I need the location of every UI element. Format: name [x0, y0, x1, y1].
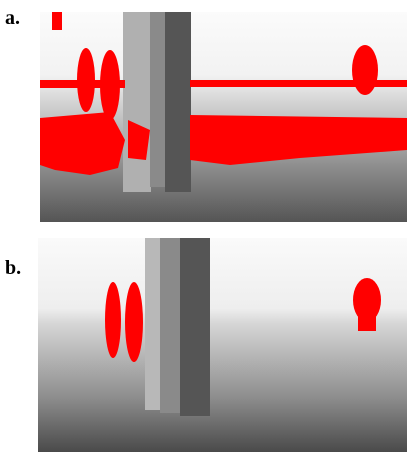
pillar — [165, 12, 191, 192]
pillar — [145, 238, 161, 410]
panel-label: b. — [5, 257, 21, 279]
panel-label: a. — [5, 7, 20, 29]
panel-b: b. — [5, 238, 407, 452]
pillar — [150, 12, 165, 187]
figure: a. b. — [0, 0, 407, 452]
depth-image — [38, 238, 407, 452]
pillar — [160, 238, 180, 413]
pillar — [123, 12, 151, 192]
pillar — [180, 238, 210, 416]
panel-a: a. — [5, 7, 407, 222]
